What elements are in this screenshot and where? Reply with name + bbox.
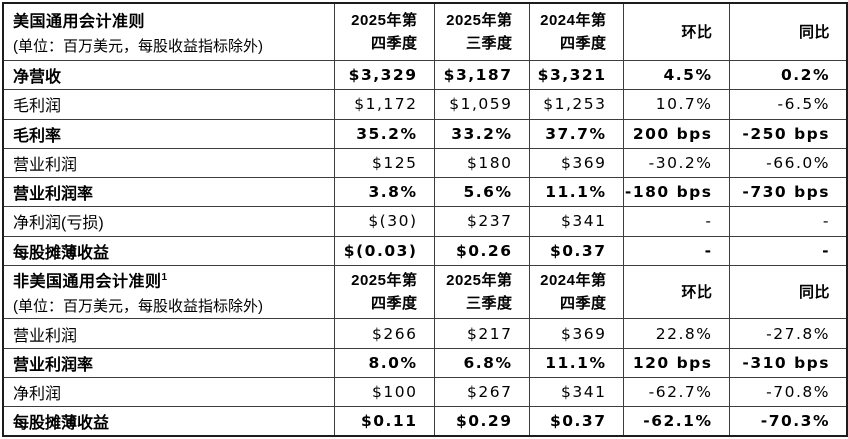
- value-q4-2024: $0.37: [528, 406, 624, 437]
- value-q3-2025: $267: [433, 376, 530, 408]
- value-q4-2025: $(0.03): [333, 235, 435, 266]
- value-q4-2024: $369: [528, 318, 624, 349]
- value-q4-2025: $0.11: [333, 406, 435, 437]
- value-q4-2025: 35.2%: [333, 118, 435, 149]
- column-header-qoq: 环比: [622, 2, 730, 62]
- footnote-marker: 1: [161, 272, 168, 284]
- column-header-qoq: 环比: [622, 264, 730, 320]
- value-q4-2024: $0.37: [528, 235, 624, 266]
- section-title: 非美国通用会计准则1: [13, 272, 168, 291]
- row-label: 每股摊薄收益: [2, 406, 335, 437]
- value-qoq: 120 bps: [622, 347, 730, 378]
- table-row-operating-profit: 营业利润 $125 $180 $369 -30.2% -66.0%: [2, 147, 848, 179]
- value-q4-2025: $100: [333, 376, 435, 408]
- table-row-net-income-loss: 净利润(亏损) $(30) $237 $341 - -: [2, 206, 848, 237]
- value-yoy: -: [728, 235, 848, 266]
- table-row-operating-margin-non-gaap: 营业利润率 8.0% 6.8% 11.1% 120 bps -310 bps: [2, 347, 848, 378]
- row-label: 毛利润: [2, 89, 335, 120]
- value-q3-2025: $217: [433, 318, 530, 349]
- value-yoy: -70.3%: [728, 406, 848, 437]
- value-yoy: -250 bps: [728, 118, 848, 149]
- value-q4-2024: 11.1%: [528, 347, 624, 378]
- table-row-operating-profit-non-gaap: 营业利润 $266 $217 $369 22.8% -27.8%: [2, 318, 848, 349]
- row-label: 净利润: [2, 376, 335, 408]
- value-q3-2025: $0.29: [433, 406, 530, 437]
- value-yoy: -310 bps: [728, 347, 848, 378]
- row-label: 每股摊薄收益: [2, 235, 335, 266]
- value-q3-2025: $1,059: [433, 89, 530, 120]
- value-yoy: -66.0%: [728, 147, 848, 179]
- value-yoy: -: [728, 206, 848, 237]
- value-q3-2025: 6.8%: [433, 347, 530, 378]
- value-yoy: -70.8%: [728, 376, 848, 408]
- value-yoy: -6.5%: [728, 89, 848, 120]
- value-q3-2025: $237: [433, 206, 530, 237]
- row-label: 净营收: [2, 60, 335, 91]
- row-label: 净利润(亏损): [2, 206, 335, 237]
- section-header-row-gaap: 美国通用会计准则 (单位：百万美元，每股收益指标除外) 2025年第 四季度 20…: [2, 2, 848, 62]
- table-row-gross-margin: 毛利率 35.2% 33.2% 37.7% 200 bps -250 bps: [2, 118, 848, 149]
- value-q3-2025: $3,187: [433, 60, 530, 91]
- column-header-q4-2024: 2024年第 四季度: [528, 264, 624, 320]
- section-header-row-non-gaap: 非美国通用会计准则1 (单位：百万美元，每股收益指标除外) 2025年第 四季度 …: [2, 264, 848, 320]
- value-q4-2024: $3,321: [528, 60, 624, 91]
- value-qoq: 4.5%: [622, 60, 730, 91]
- value-qoq: -62.1%: [622, 406, 730, 437]
- table-row-diluted-eps: 每股摊薄收益 $(0.03) $0.26 $0.37 - -: [2, 235, 848, 266]
- row-label: 营业利润: [2, 147, 335, 179]
- value-qoq: -: [622, 206, 730, 237]
- value-q3-2025: 5.6%: [433, 177, 530, 208]
- value-q4-2025: $3,329: [333, 60, 435, 91]
- value-q4-2025: $266: [333, 318, 435, 349]
- value-q3-2025: 33.2%: [433, 118, 530, 149]
- value-q4-2024: 37.7%: [528, 118, 624, 149]
- table-row-gross-profit: 毛利润 $1,172 $1,059 $1,253 10.7% -6.5%: [2, 89, 848, 120]
- value-qoq: 200 bps: [622, 118, 730, 149]
- table-row-net-income-non-gaap: 净利润 $100 $267 $341 -62.7% -70.8%: [2, 376, 848, 408]
- table-row-operating-margin: 营业利润率 3.8% 5.6% 11.1% -180 bps -730 bps: [2, 177, 848, 208]
- row-label: 营业利润率: [2, 177, 335, 208]
- row-label: 毛利率: [2, 118, 335, 149]
- section-subtitle: (单位：百万美元，每股收益指标除外): [13, 37, 263, 55]
- value-yoy: -730 bps: [728, 177, 848, 208]
- value-q4-2024: 11.1%: [528, 177, 624, 208]
- column-header-q4-2025: 2025年第 四季度: [333, 264, 435, 320]
- column-header-q3-2025: 2025年第 三季度: [433, 264, 530, 320]
- column-header-q3-2025: 2025年第 三季度: [433, 2, 530, 62]
- value-q4-2025: 8.0%: [333, 347, 435, 378]
- column-header-q4-2024: 2024年第 四季度: [528, 2, 624, 62]
- section-title-cell: 非美国通用会计准则1 (单位：百万美元，每股收益指标除外): [2, 264, 335, 320]
- value-q4-2025: $(30): [333, 206, 435, 237]
- column-header-yoy: 同比: [728, 264, 848, 320]
- row-label: 营业利润率: [2, 347, 335, 378]
- table-row-diluted-eps-non-gaap: 每股摊薄收益 $0.11 $0.29 $0.37 -62.1% -70.3%: [2, 406, 848, 437]
- column-header-yoy: 同比: [728, 2, 848, 62]
- value-q3-2025: $180: [433, 147, 530, 179]
- section-subtitle: (单位：百万美元，每股收益指标除外): [13, 297, 263, 315]
- value-yoy: 0.2%: [728, 60, 848, 91]
- value-qoq: -180 bps: [622, 177, 730, 208]
- table-row-net-revenue: 净营收 $3,329 $3,187 $3,321 4.5% 0.2%: [2, 60, 848, 91]
- value-q4-2025: $125: [333, 147, 435, 179]
- value-qoq: 22.8%: [622, 318, 730, 349]
- value-qoq: -62.7%: [622, 376, 730, 408]
- value-q4-2024: $341: [528, 206, 624, 237]
- value-qoq: 10.7%: [622, 89, 730, 120]
- value-yoy: -27.8%: [728, 318, 848, 349]
- value-qoq: -30.2%: [622, 147, 730, 179]
- value-q3-2025: $0.26: [433, 235, 530, 266]
- row-label: 营业利润: [2, 318, 335, 349]
- value-q4-2025: $1,172: [333, 89, 435, 120]
- column-header-q4-2025: 2025年第 四季度: [333, 2, 435, 62]
- section-title-cell: 美国通用会计准则 (单位：百万美元，每股收益指标除外): [2, 2, 335, 62]
- value-q4-2025: 3.8%: [333, 177, 435, 208]
- value-q4-2024: $341: [528, 376, 624, 408]
- value-qoq: -: [622, 235, 730, 266]
- value-q4-2024: $369: [528, 147, 624, 179]
- section-title: 美国通用会计准则: [13, 13, 146, 31]
- value-q4-2024: $1,253: [528, 89, 624, 120]
